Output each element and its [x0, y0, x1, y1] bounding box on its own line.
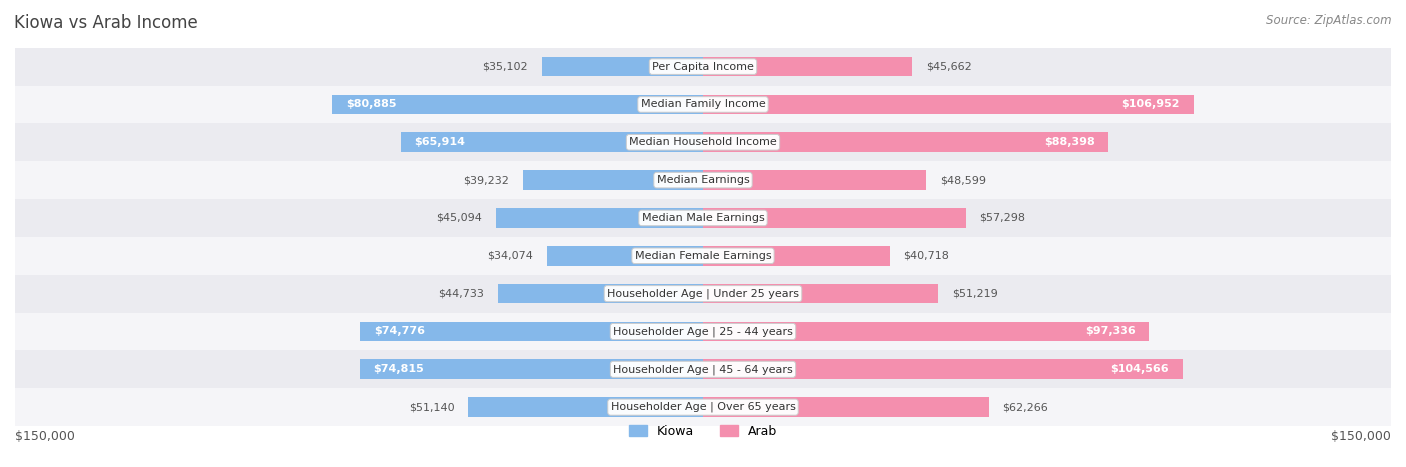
Bar — [703, 322, 1150, 341]
Bar — [703, 133, 1108, 152]
Text: Kiowa vs Arab Income: Kiowa vs Arab Income — [14, 14, 198, 32]
Text: $97,336: $97,336 — [1085, 326, 1136, 336]
Text: $74,776: $74,776 — [374, 326, 425, 336]
Bar — [332, 95, 703, 114]
Bar — [703, 397, 988, 417]
Text: Householder Age | 45 - 64 years: Householder Age | 45 - 64 years — [613, 364, 793, 375]
Text: $35,102: $35,102 — [482, 62, 529, 71]
Text: Median Household Income: Median Household Income — [628, 137, 778, 147]
Text: $48,599: $48,599 — [939, 175, 986, 185]
Bar — [541, 57, 703, 77]
Text: Householder Age | 25 - 44 years: Householder Age | 25 - 44 years — [613, 326, 793, 337]
Bar — [15, 85, 1391, 123]
Bar — [15, 350, 1391, 388]
Text: Median Earnings: Median Earnings — [657, 175, 749, 185]
Bar — [703, 360, 1182, 379]
Bar — [15, 199, 1391, 237]
Text: $65,914: $65,914 — [415, 137, 465, 147]
Bar — [15, 275, 1391, 312]
Text: Householder Age | Under 25 years: Householder Age | Under 25 years — [607, 289, 799, 299]
Bar — [547, 246, 703, 266]
Bar — [15, 123, 1391, 161]
Bar — [703, 170, 927, 190]
Bar — [703, 95, 1194, 114]
Text: Median Family Income: Median Family Income — [641, 99, 765, 109]
Text: $150,000: $150,000 — [1331, 430, 1391, 443]
Bar — [496, 208, 703, 228]
Bar — [703, 246, 890, 266]
Text: $150,000: $150,000 — [15, 430, 75, 443]
Text: $45,662: $45,662 — [927, 62, 972, 71]
Bar — [15, 237, 1391, 275]
Text: $57,298: $57,298 — [980, 213, 1025, 223]
Bar — [703, 284, 938, 304]
Text: Source: ZipAtlas.com: Source: ZipAtlas.com — [1267, 14, 1392, 27]
Text: $40,718: $40,718 — [904, 251, 949, 261]
Bar — [703, 208, 966, 228]
Text: $104,566: $104,566 — [1111, 364, 1168, 375]
Bar — [15, 388, 1391, 426]
Bar — [703, 57, 912, 77]
Text: Median Female Earnings: Median Female Earnings — [634, 251, 772, 261]
Text: Householder Age | Over 65 years: Householder Age | Over 65 years — [610, 402, 796, 412]
Text: $45,094: $45,094 — [436, 213, 482, 223]
Legend: Kiowa, Arab: Kiowa, Arab — [623, 419, 783, 443]
Bar — [401, 133, 703, 152]
Text: $106,952: $106,952 — [1122, 99, 1180, 109]
Bar — [468, 397, 703, 417]
Text: $80,885: $80,885 — [346, 99, 396, 109]
Text: $44,733: $44,733 — [439, 289, 484, 298]
Bar — [360, 322, 703, 341]
Text: Per Capita Income: Per Capita Income — [652, 62, 754, 71]
Text: $51,140: $51,140 — [409, 402, 454, 412]
Text: $74,815: $74,815 — [374, 364, 425, 375]
Text: $88,398: $88,398 — [1043, 137, 1095, 147]
Text: $39,232: $39,232 — [464, 175, 509, 185]
Bar — [15, 48, 1391, 85]
Bar — [498, 284, 703, 304]
Text: Median Male Earnings: Median Male Earnings — [641, 213, 765, 223]
Bar — [360, 360, 703, 379]
Text: $34,074: $34,074 — [486, 251, 533, 261]
Bar — [15, 161, 1391, 199]
Bar — [15, 312, 1391, 350]
Bar — [523, 170, 703, 190]
Text: $51,219: $51,219 — [952, 289, 997, 298]
Text: $62,266: $62,266 — [1002, 402, 1047, 412]
